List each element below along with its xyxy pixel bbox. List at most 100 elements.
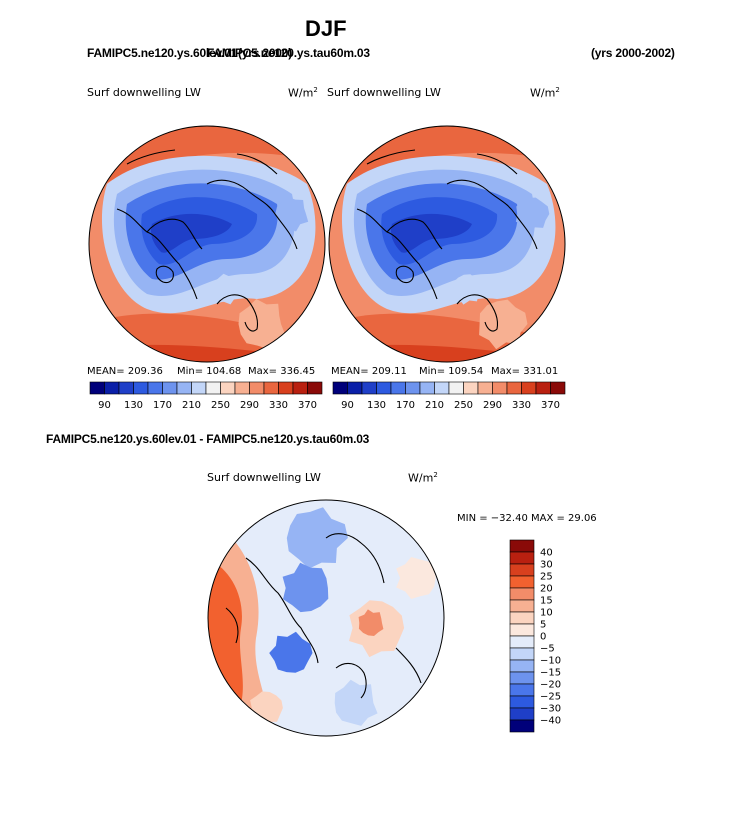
colorbar-swatch [477,381,493,395]
colorbar-swatch [509,587,535,601]
colorbar-swatch [205,381,221,395]
colorbar-swatch [347,381,363,395]
colorbar-tick-label: −25 [540,692,561,703]
colorbar-tick-label: 130 [124,400,143,411]
map-border [328,125,566,363]
page-title: DJF [305,16,347,41]
colorbar-swatch [509,551,535,565]
colorbar-swatch [509,695,535,709]
field-band [358,609,384,636]
colorbar-tick-label: −30 [540,704,561,715]
coastline [245,557,319,664]
panel2-min: Min= 109.54 [419,366,484,377]
field-band [238,299,286,349]
header-case-a: FAMIPC5.ne120.ys.60lev.01 [87,46,238,60]
coastline [325,533,385,584]
colorbar-swatch [332,381,348,395]
colorbar-tick-label: −5 [540,644,555,655]
colorbar-swatch [509,635,535,649]
colorbar-swatch [249,381,265,395]
colorbar-swatch [104,381,120,395]
colorbar-swatch [448,381,464,395]
coastline [446,179,538,250]
field-band [334,679,378,726]
panel3-map [207,499,445,737]
colorbar-tick-label: 15 [540,596,553,607]
colorbar-swatch [89,381,105,395]
colorbar-tick-label: 370 [541,400,560,411]
field-band [269,631,313,673]
colorbar-swatch [307,381,323,395]
diff-title: FAMIPC5.ne120.ys.60lev.01 - FAMIPC5.ne12… [46,432,370,446]
coastline [206,179,298,250]
colorbar-swatch [521,381,537,395]
header-years-a: (yrs 2000) [238,46,293,60]
colorbar-swatch [191,381,207,395]
colorbar-swatch [463,381,479,395]
panel1-title: Surf downwelling LW [87,86,201,99]
colorbar-tick-label: 10 [540,608,553,619]
colorbar-tick-label: 170 [396,400,415,411]
colorbar-swatch [133,381,149,395]
panel1-units: W/m2 [288,86,318,100]
colorbar-swatch [292,381,308,395]
colorbar-swatch [147,381,163,395]
panel2-mean: MEAN= 209.11 [331,366,407,377]
colorbar-swatch [506,381,522,395]
colorbar-tick-label: −40 [540,716,561,727]
colorbar-tick-label: 250 [211,400,230,411]
colorbar-tick-label: 90 [98,400,111,411]
panel2-max: Max= 331.01 [491,366,559,377]
coastline [356,208,443,300]
colorbar-swatch [509,539,535,553]
colorbar-tick-label: 40 [540,548,553,559]
colorbar-tick-label: 30 [540,560,553,571]
map-border [88,125,326,363]
colorbar-tick-label: 210 [182,400,201,411]
field-band [515,197,550,232]
field-band [329,344,565,362]
colorbar-swatch [220,381,236,395]
colorbar-swatch [492,381,508,395]
colorbar-swatch [162,381,178,395]
colorbar-tick-label: −15 [540,668,561,679]
field-band [212,273,242,305]
panel1-mean: MEAN= 209.36 [87,366,163,377]
coastline [395,265,414,284]
colorbar-swatch [509,623,535,637]
colorbar-tick-label: 90 [341,400,354,411]
colorbar-tick-label: 20 [540,584,553,595]
coastline [225,607,422,684]
colorbar-tick-label: 130 [367,400,386,411]
colorbar-tick-label: 0 [540,632,546,643]
colorbar-swatch [509,707,535,721]
panel3-units: W/m2 [408,471,438,485]
field-band [282,562,329,613]
field-band [452,274,483,305]
panel1-min: Min= 104.68 [177,366,242,377]
colorbar-swatch [509,683,535,697]
panel2-colorbar: 90 130 170 210 250 290 330 370 [332,381,566,411]
colorbar-swatch [509,611,535,625]
header-case-b: FAMIPC5.ne120.ys.tau60m.03 [207,46,370,60]
map-field [329,126,565,362]
panel2-units: W/m2 [530,86,560,100]
coastline [116,208,203,300]
field-band [275,197,309,232]
colorbar-tick-label: 290 [483,400,502,411]
colorbar-swatch [434,381,450,395]
colorbar-tick-label: 290 [240,400,259,411]
coastline [456,294,499,332]
map-border [207,499,445,737]
panel2-title: Surf downwelling LW [327,86,441,99]
field-band [89,344,325,362]
colorbar-swatch [376,381,392,395]
colorbar-swatch [419,381,435,395]
colorbar-swatch [176,381,192,395]
colorbar-tick-label: −10 [540,656,561,667]
colorbar-swatch [278,381,294,395]
colorbar-swatch [234,381,250,395]
panel1-colorbar: 90 130 170 210 250 290 330 370 [89,381,323,411]
header-years-b: (yrs 2000-2002) [591,46,675,60]
